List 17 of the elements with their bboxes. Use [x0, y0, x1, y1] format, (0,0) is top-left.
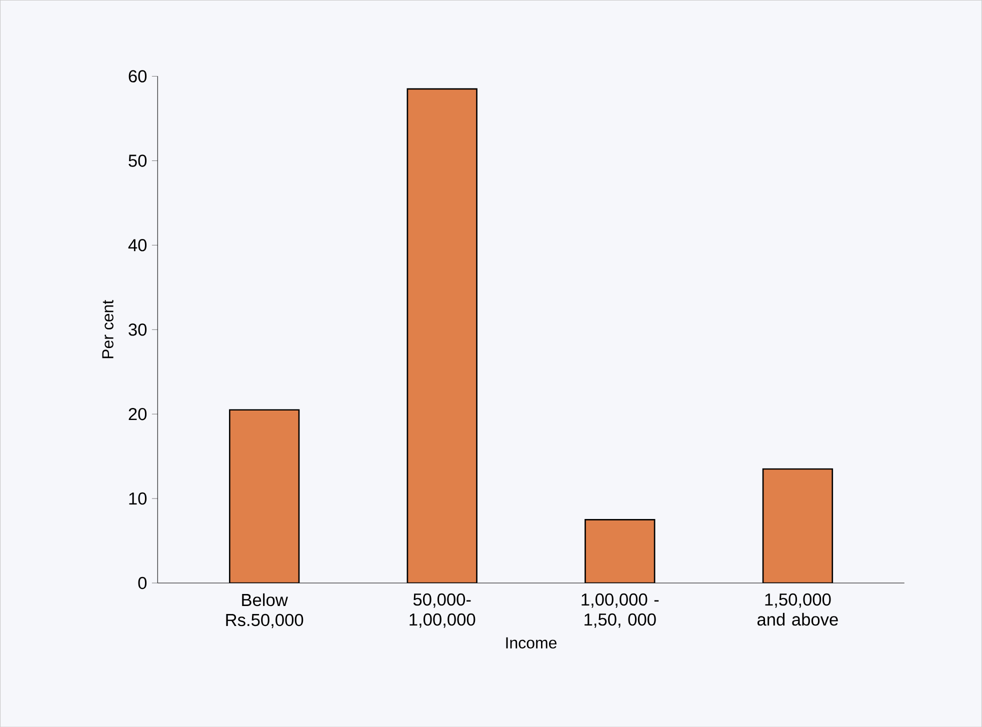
y-tick-label: 30: [128, 323, 147, 336]
y-tick-label: 40: [128, 238, 147, 252]
y-tick-label: 10: [129, 492, 147, 505]
y-axis-title: Per cent: [102, 300, 114, 358]
bar: [406, 88, 478, 583]
bar: [584, 518, 656, 583]
x-tick-label: Below Rs.50,000: [226, 593, 304, 628]
y-tick-label: 50: [128, 154, 147, 167]
x-axis-title: Income: [506, 637, 557, 648]
x-tick-label: 1,50,000 and above: [757, 593, 838, 626]
x-tick-label: 1,00,000 - 1,50, 000: [582, 593, 659, 628]
bar: [228, 409, 300, 583]
y-tick-label: 60: [128, 70, 147, 82]
y-tick-label: 0: [138, 576, 147, 589]
bar: [762, 468, 834, 583]
x-tick-label: 50,000- 1,00,000: [410, 593, 476, 628]
y-tick-label: 20: [128, 408, 147, 420]
